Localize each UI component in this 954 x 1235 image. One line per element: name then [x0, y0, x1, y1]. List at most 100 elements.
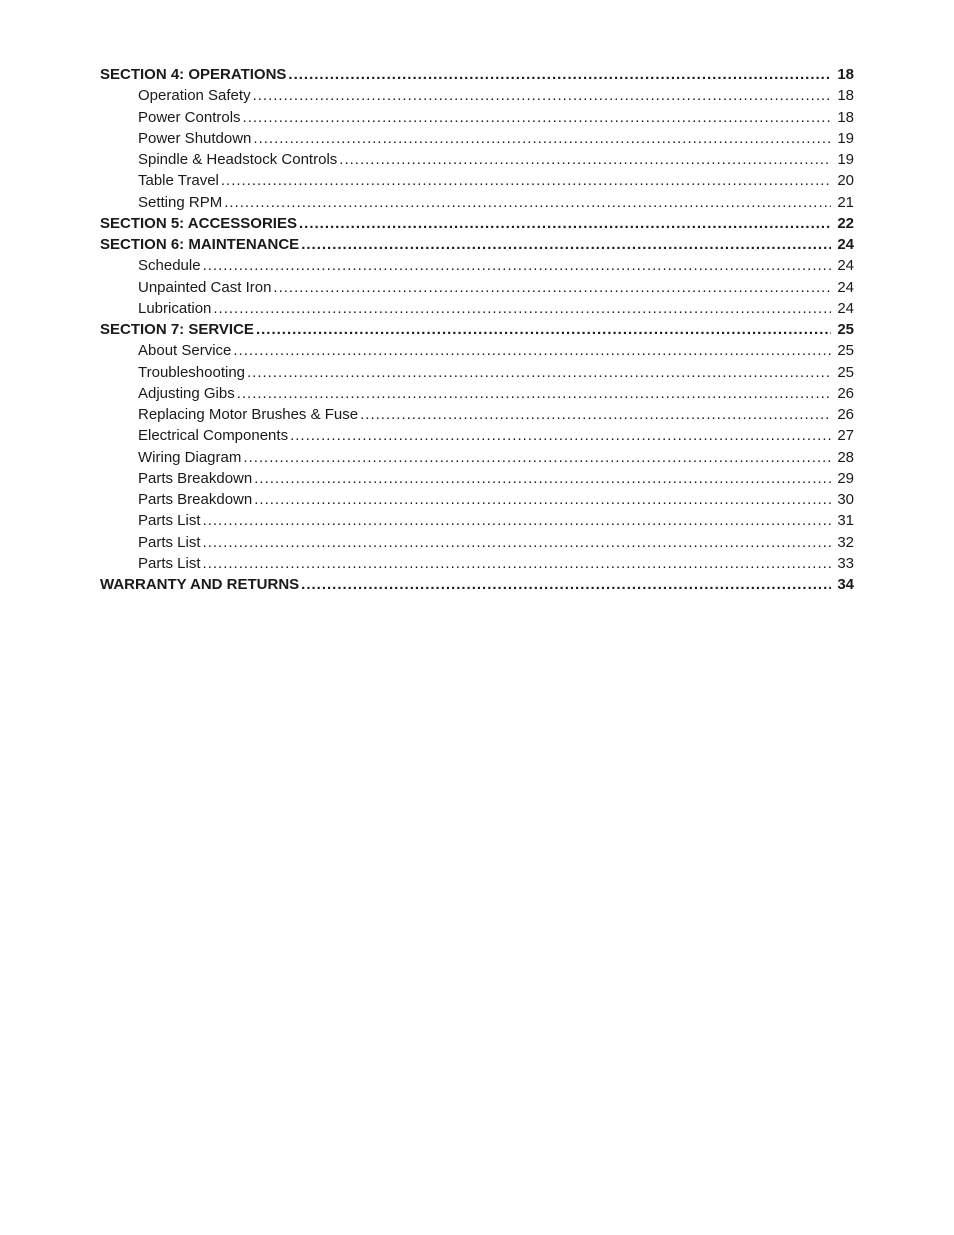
toc-subsection-entry: Parts List 33: [138, 554, 854, 574]
toc-leader-dots: [301, 235, 831, 255]
toc-subsection-entry: Parts Breakdown 30: [138, 490, 854, 510]
toc-leader-dots: [203, 511, 832, 531]
toc-leader-dots: [339, 150, 831, 170]
toc-entry-page: 18: [833, 86, 854, 106]
toc-entry-title: Setting RPM: [138, 193, 222, 213]
toc-subsection-entry: Operation Safety 18: [138, 86, 854, 106]
toc-subsection-entry: Troubleshooting 25: [138, 363, 854, 383]
toc-entry-page: 25: [833, 320, 854, 340]
toc-entry-title: SECTION 5: ACCESSORIES: [100, 214, 297, 234]
toc-entry-title: Table Travel: [138, 171, 219, 191]
toc-entry-title: Spindle & Headstock Controls: [138, 150, 337, 170]
toc-entry-page: 25: [833, 363, 854, 383]
toc-entry-title: Parts List: [138, 554, 201, 574]
toc-entry-page: 19: [833, 150, 854, 170]
toc-leader-dots: [237, 384, 832, 404]
toc-entry-title: Power Controls: [138, 108, 241, 128]
toc-entry-title: Electrical Components: [138, 426, 288, 446]
toc-leader-dots: [224, 193, 831, 213]
toc-section-entry: WARRANTY AND RETURNS 34: [100, 575, 854, 595]
toc-subsection-entry: Spindle & Headstock Controls 19: [138, 150, 854, 170]
toc-subsection-entry: About Service 25: [138, 341, 854, 361]
toc-leader-dots: [243, 108, 832, 128]
toc-entry-page: 26: [833, 384, 854, 404]
toc-entry-page: 28: [833, 448, 854, 468]
toc-leader-dots: [247, 363, 831, 383]
toc-entry-page: 24: [833, 235, 854, 255]
toc-leader-dots: [301, 575, 831, 595]
toc-leader-dots: [360, 405, 831, 425]
toc-leader-dots: [254, 490, 831, 510]
toc-subsection-entry: Table Travel 20: [138, 171, 854, 191]
toc-leader-dots: [273, 278, 831, 298]
toc-leader-dots: [288, 65, 831, 85]
toc-leader-dots: [253, 129, 831, 149]
toc-subsection-entry: Parts List 32: [138, 533, 854, 553]
toc-entry-title: Troubleshooting: [138, 363, 245, 383]
toc-entry-page: 22: [833, 214, 854, 234]
toc-entry-page: 19: [833, 129, 854, 149]
toc-leader-dots: [290, 426, 831, 446]
toc-entry-title: Adjusting Gibs: [138, 384, 235, 404]
toc-subsection-entry: Setting RPM 21: [138, 193, 854, 213]
toc-leader-dots: [243, 448, 831, 468]
toc-subsection-entry: Electrical Components 27: [138, 426, 854, 446]
toc-entry-page: 29: [833, 469, 854, 489]
toc-leader-dots: [299, 214, 831, 234]
toc-entry-title: About Service: [138, 341, 231, 361]
toc-subsection-entry: Parts List 31: [138, 511, 854, 531]
toc-subsection-entry: Power Shutdown 19: [138, 129, 854, 149]
toc-entry-page: 26: [833, 405, 854, 425]
toc-leader-dots: [254, 469, 831, 489]
toc-entry-page: 27: [833, 426, 854, 446]
toc-entry-title: SECTION 7: SERVICE: [100, 320, 254, 340]
toc-entry-title: Power Shutdown: [138, 129, 251, 149]
toc-subsection-entry: Adjusting Gibs 26: [138, 384, 854, 404]
toc-entry-title: SECTION 6: MAINTENANCE: [100, 235, 299, 255]
toc-leader-dots: [203, 554, 832, 574]
toc-leader-dots: [253, 86, 832, 106]
toc-leader-dots: [203, 533, 832, 553]
toc-entry-title: Lubrication: [138, 299, 211, 319]
toc-leader-dots: [233, 341, 831, 361]
toc-entry-page: 25: [833, 341, 854, 361]
toc-subsection-entry: Replacing Motor Brushes & Fuse 26: [138, 405, 854, 425]
toc-entry-title: Unpainted Cast Iron: [138, 278, 271, 298]
toc-entry-title: Replacing Motor Brushes & Fuse: [138, 405, 358, 425]
toc-entry-page: 31: [833, 511, 854, 531]
toc-subsection-entry: Lubrication 24: [138, 299, 854, 319]
toc-section-entry: SECTION 7: SERVICE 25: [100, 320, 854, 340]
toc-entry-page: 24: [833, 299, 854, 319]
toc-entry-title: Parts List: [138, 511, 201, 531]
toc-entry-page: 18: [833, 65, 854, 85]
toc-entry-title: Operation Safety: [138, 86, 251, 106]
toc-entry-title: WARRANTY AND RETURNS: [100, 575, 299, 595]
table-of-contents: SECTION 4: OPERATIONS 18 Operation Safety 1…: [100, 65, 854, 595]
toc-section-entry: SECTION 4: OPERATIONS 18: [100, 65, 854, 85]
toc-entry-page: 32: [833, 533, 854, 553]
toc-leader-dots: [203, 256, 832, 276]
toc-entry-title: Parts List: [138, 533, 201, 553]
toc-entry-page: 24: [833, 278, 854, 298]
toc-leader-dots: [221, 171, 831, 191]
toc-entry-title: Parts Breakdown: [138, 469, 252, 489]
toc-subsection-entry: Wiring Diagram28: [138, 448, 854, 468]
toc-entry-page: 24: [833, 256, 854, 276]
toc-entry-title: SECTION 4: OPERATIONS: [100, 65, 286, 85]
toc-entry-page: 33: [833, 554, 854, 574]
toc-entry-page: 21: [833, 193, 854, 213]
toc-leader-dots: [213, 299, 831, 319]
toc-entry-page: 34: [833, 575, 854, 595]
toc-subsection-entry: Power Controls 18: [138, 108, 854, 128]
toc-subsection-entry: Parts Breakdown 29: [138, 469, 854, 489]
toc-leader-dots: [256, 320, 831, 340]
toc-subsection-entry: Unpainted Cast Iron 24: [138, 278, 854, 298]
toc-subsection-entry: Schedule 24: [138, 256, 854, 276]
toc-section-entry: SECTION 6: MAINTENANCE 24: [100, 235, 854, 255]
toc-section-entry: SECTION 5: ACCESSORIES 22: [100, 214, 854, 234]
toc-entry-page: 20: [833, 171, 854, 191]
toc-entry-title: Parts Breakdown: [138, 490, 252, 510]
toc-entry-page: 18: [833, 108, 854, 128]
toc-entry-title: Schedule: [138, 256, 201, 276]
toc-entry-page: 30: [833, 490, 854, 510]
